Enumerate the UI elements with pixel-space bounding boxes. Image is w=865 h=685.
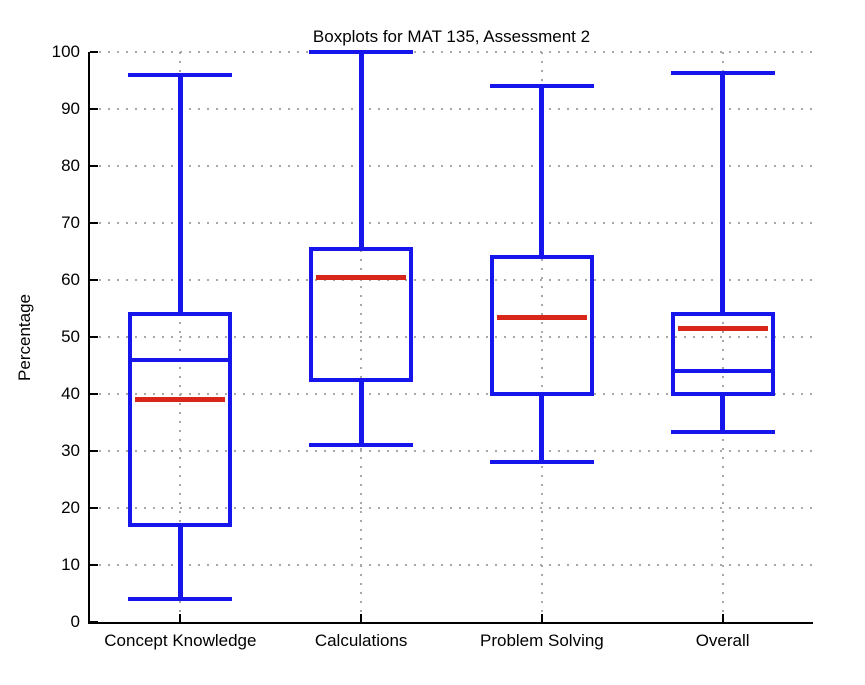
x-tick-mark: [540, 614, 543, 622]
upper-whisker-cap: [309, 50, 414, 54]
upper-whisker-cap: [128, 72, 233, 77]
y-tick-mark: [90, 621, 98, 623]
y-tick-mark: [90, 108, 98, 110]
y-tick-mark: [90, 450, 98, 452]
red-line: [316, 274, 407, 280]
lower-whisker-stem: [177, 525, 183, 600]
y-tick-label: 50: [61, 327, 80, 346]
y-tick-label: 90: [61, 99, 80, 118]
lower-whisker-cap: [670, 430, 775, 435]
gridline-horizontal: [90, 393, 813, 395]
median-line: [670, 369, 775, 374]
y-tick-mark: [90, 336, 98, 338]
lower-whisker-cap: [309, 443, 414, 448]
iqr-box: [128, 312, 233, 528]
plot-area: 0 10 20 30 40 50 60 70 80 90 100 Concept Knowledge C…: [52, 42, 813, 650]
gridline-horizontal: [90, 450, 813, 452]
y-tick-mark: [90, 165, 98, 167]
y-tick-mark: [90, 222, 98, 224]
lower-whisker-stem: [358, 379, 364, 446]
y-tick-mark: [90, 564, 98, 566]
upper-whisker-stem: [720, 73, 726, 315]
upper-whisker-stem: [177, 74, 183, 315]
gridline-vertical: [179, 52, 182, 622]
x-tick-mark: [721, 614, 724, 622]
lower-whisker-stem: [720, 394, 726, 433]
upper-whisker-stem: [358, 52, 364, 249]
y-tick-label: 60: [61, 270, 80, 289]
median-line: [128, 357, 233, 362]
y-tick-label: 100: [51, 42, 80, 61]
y-tick-mark: [90, 507, 98, 509]
y-tick-label: 10: [61, 555, 80, 574]
gridline-vertical: [721, 52, 724, 622]
red-line: [496, 314, 587, 320]
upper-whisker-cap: [489, 84, 594, 89]
iqr-box: [670, 312, 775, 396]
upper-whisker-cap: [670, 71, 775, 76]
upper-whisker-stem: [539, 86, 545, 258]
category-label: Overall: [695, 631, 750, 650]
gridline-horizontal: [90, 51, 813, 53]
gridline-horizontal: [90, 108, 813, 110]
gridline-vertical: [540, 52, 543, 622]
category-label: Problem Solving: [479, 631, 604, 650]
y-tick-label: 30: [61, 441, 80, 460]
x-tick-mark: [179, 614, 182, 622]
gridline-horizontal: [90, 336, 813, 338]
lower-whisker-cap: [489, 460, 594, 465]
gridline-horizontal: [90, 222, 813, 224]
chart-title: Boxplots for MAT 135, Assessment 2: [312, 27, 591, 46]
lower-whisker-cap: [128, 597, 233, 602]
red-line: [677, 325, 768, 331]
lower-whisker-stem: [539, 394, 545, 463]
y-tick-mark: [90, 279, 98, 281]
iqr-box: [309, 246, 414, 382]
gridline-vertical: [360, 52, 363, 622]
x-tick-mark: [360, 614, 363, 622]
y-tick-label: 70: [61, 213, 80, 232]
y-tick-label: 20: [61, 498, 80, 517]
category-label: Calculations: [314, 631, 408, 650]
y-tick-mark: [90, 393, 98, 395]
gridline-horizontal: [90, 279, 813, 281]
red-line: [135, 397, 226, 403]
y-tick-label: 80: [61, 156, 80, 175]
gridline-horizontal: [90, 507, 813, 509]
y-tick-label: 40: [61, 384, 80, 403]
iqr-box: [489, 255, 594, 396]
y-tick-mark: [90, 51, 98, 53]
y-tick-label: 0: [70, 612, 80, 631]
gridline-horizontal: [90, 564, 813, 566]
gridline-horizontal: [90, 165, 813, 167]
category-label: Concept Knowledge: [104, 631, 257, 650]
